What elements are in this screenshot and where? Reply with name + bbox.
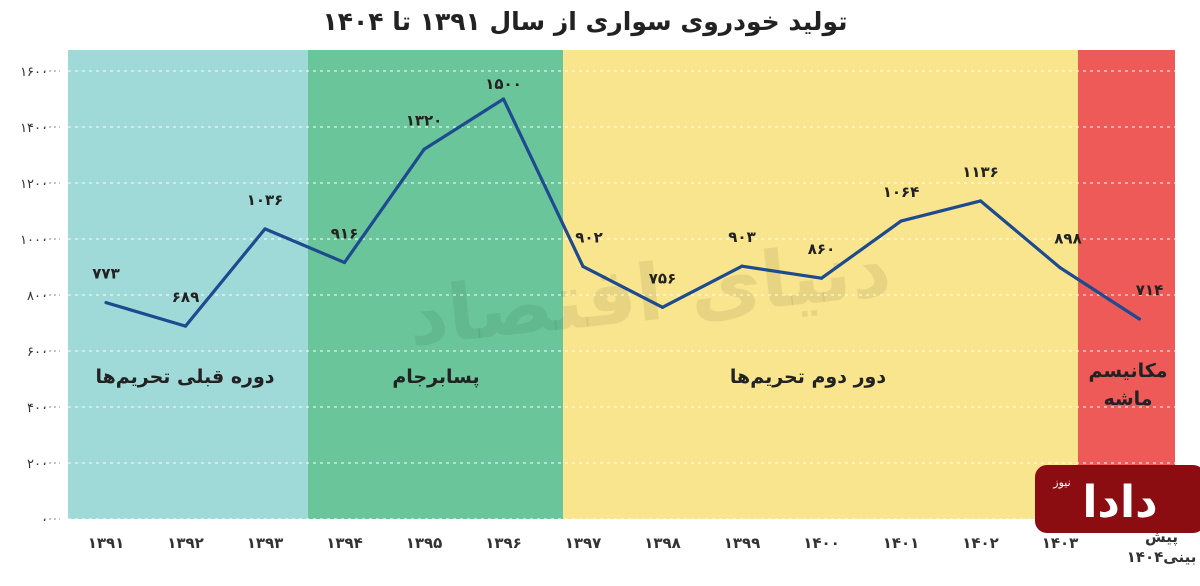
data-point <box>581 264 585 269</box>
region-bands <box>68 50 1175 519</box>
gridlines <box>68 70 1175 520</box>
data-point <box>263 227 267 231</box>
region-label: مکانیسم ماشه <box>1088 360 1167 410</box>
data-labels: ۷۷۳ ۶۸۹ ۱۰۳۶ ۹۱۶ ۱۳۲۰ ۱۵۰۰ ۹۰۲ ۷۵۶ ۹۰۳ ۸۶۰ ۱۰۶۴ ۱۱۳… <box>92 75 1163 306</box>
x-tick-label: ۱۴۰۰ <box>803 534 840 552</box>
data-point <box>978 199 983 203</box>
region-label: دور دوم تحریم‌ها <box>730 366 886 388</box>
x-tick-label: ۱۳۹۳ <box>247 534 284 552</box>
data-label: ۹۰۲ <box>575 228 602 246</box>
data-point <box>422 147 426 151</box>
data-point <box>104 300 108 305</box>
data-point <box>183 324 188 328</box>
data-label: ۱۳۲۰ <box>406 111 443 129</box>
data-label: ۹۱۶ <box>331 225 358 243</box>
region-labels: دوره قبلی تحریم‌ها پسابرجام دور دوم تحریم‌… <box>95 360 1167 410</box>
y-tick-label: ۰ <box>41 513 48 528</box>
data-point <box>342 260 347 265</box>
data-label: ۹۰۳ <box>728 228 755 246</box>
data-label: ۷۱۴ <box>1136 281 1163 299</box>
y-axis: ۰ ۲۰۰ ۴۰۰ ۶۰۰ ۸۰۰ ۱۰۰۰ ۱۲۰۰ ۱۴۰۰ ۱۶۰۰ <box>20 65 60 528</box>
data-label: ۶۸۹ <box>172 288 199 306</box>
data-point <box>660 305 665 309</box>
x-tick-label: ۱۴۰۲ <box>962 534 999 552</box>
data-point <box>740 264 744 268</box>
series-line <box>105 97 1141 328</box>
data-point <box>819 276 824 280</box>
x-tick-label: ۱۳۹۷ <box>565 534 602 552</box>
logo-small-text: نیوز <box>1052 476 1070 489</box>
y-tick-label: ۱۲۰۰ <box>20 177 48 192</box>
logo: دادا نیوز <box>1035 465 1200 533</box>
region-label: پسابرجام <box>392 366 479 388</box>
region-band <box>68 50 308 519</box>
logo-main-text: دادا <box>1082 477 1157 528</box>
data-label: ۱۰۳۶ <box>247 191 284 209</box>
x-tick-label: ۱۳۹۹ <box>724 534 761 552</box>
data-point <box>501 97 506 101</box>
y-tick-label: ۱۰۰۰ <box>20 233 48 248</box>
region-band <box>563 50 1078 519</box>
data-label: ۸۶۰ <box>808 240 835 258</box>
data-label: ۱۵۰۰ <box>485 75 522 93</box>
data-point <box>1058 265 1062 270</box>
data-point <box>899 219 903 223</box>
x-tick-label: ۱۳۹۴ <box>326 534 363 552</box>
x-tick-label: ۱۴۰۳ <box>1042 534 1079 552</box>
chart-title: تولید خودروی سواری از سال ۱۳۹۱ تا ۱۴۰۴ <box>322 7 847 37</box>
y-tick-label: ۱۴۰۰ <box>20 121 48 136</box>
data-label: ۷۵۶ <box>649 269 676 287</box>
series-production <box>104 97 1142 328</box>
x-tick-label: ۱۳۹۶ <box>485 534 522 552</box>
data-label: ۷۷۳ <box>92 265 119 283</box>
logo-badge <box>1035 465 1200 533</box>
y-tick-label: ۲۰۰ <box>27 457 48 472</box>
x-tick-label: ۱۳۹۸ <box>644 534 681 552</box>
data-point <box>1137 317 1142 321</box>
x-tick-label: ۱۴۰۱ <box>883 534 920 552</box>
region-label: دوره قبلی تحریم‌ها <box>95 366 274 388</box>
y-tick-label: ۶۰۰ <box>27 345 48 360</box>
y-tick-label: ۸۰۰ <box>27 289 48 304</box>
data-label: ۸۹۸ <box>1054 230 1081 248</box>
region-band <box>308 50 563 519</box>
data-label: ۱۰۶۴ <box>883 183 920 201</box>
x-tick-label: ۱۳۹۲ <box>167 534 204 552</box>
region-band <box>1078 50 1175 519</box>
x-axis: ۱۳۹۱ ۱۳۹۲ ۱۳۹۳ ۱۳۹۴ ۱۳۹۵ ۱۳۹۶ ۱۳۹۷ ۱۳۹۸ ۱۳۹۹ ۱۴۰۰… <box>88 528 1197 566</box>
x-tick-label: پیش بینی۱۴۰۴ <box>1127 528 1197 566</box>
x-tick-label: ۱۳۹۵ <box>406 534 443 552</box>
data-label: ۱۱۳۶ <box>962 163 999 181</box>
y-tick-label: ۱۶۰۰ <box>20 65 48 80</box>
x-tick-label: ۱۳۹۱ <box>88 534 125 552</box>
y-tick-label: ۴۰۰ <box>27 401 48 416</box>
